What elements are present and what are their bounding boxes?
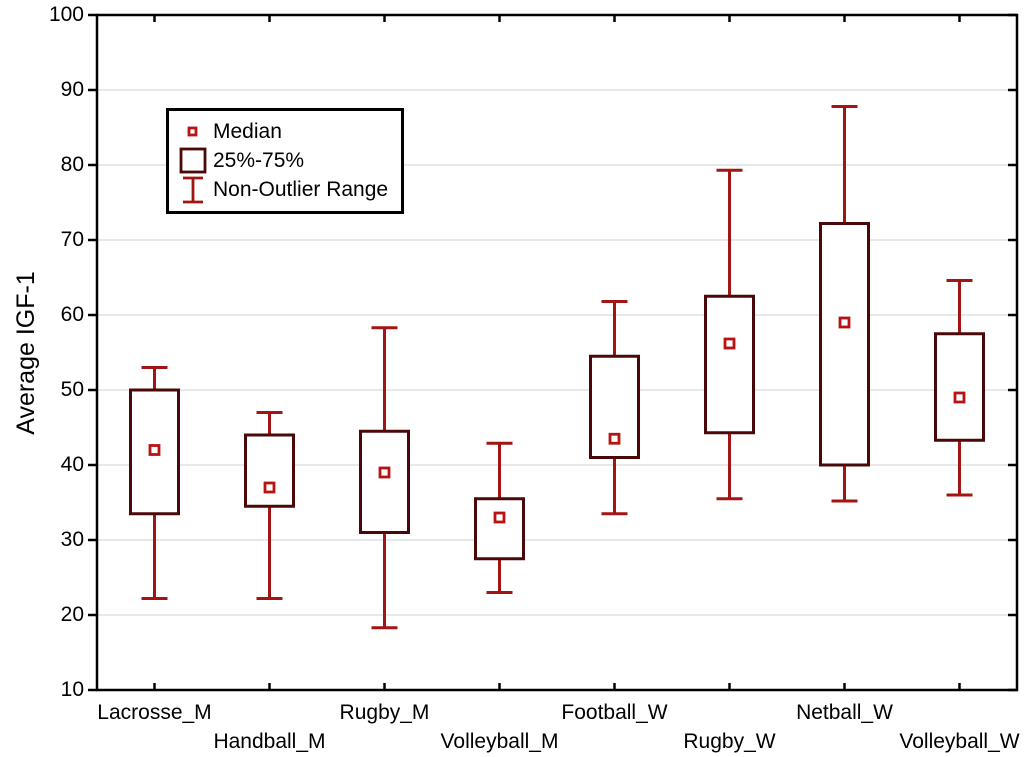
median-marker [263, 481, 276, 494]
y-tick-label: 50 [60, 378, 84, 401]
median-marker [493, 511, 506, 524]
legend-item-iqr: 25%-75% [177, 146, 393, 175]
median-marker [838, 316, 851, 329]
x-category-label: Rugby_M [339, 701, 430, 724]
x-category-label: Netball_W [796, 701, 893, 724]
y-tick-label: 80 [60, 153, 84, 176]
y-tick-label: 60 [60, 303, 84, 326]
legend-item-range: Non-Outlier Range [177, 175, 393, 204]
median-marker [953, 391, 966, 404]
y-tick-label: 10 [60, 678, 84, 701]
iqr-box-icon [179, 147, 207, 174]
whisker-range-icon-shape [183, 176, 203, 204]
y-tick-label: 90 [60, 78, 84, 101]
y-axis-title: Average IGF-1 [12, 271, 40, 435]
iqr-box [244, 433, 295, 508]
legend-label-median: Median [213, 119, 282, 143]
legend-item-median: Median [177, 117, 393, 146]
legend: Median 25%-75% Non-Outlier Range [166, 108, 404, 214]
y-tick-label: 40 [60, 453, 84, 476]
y-tick-label: 70 [60, 228, 84, 251]
median-marker [378, 466, 391, 479]
iqr-box [359, 429, 410, 534]
x-category-label: Volleyball_W [899, 730, 1020, 753]
median-marker-icon-shape [187, 126, 198, 137]
median-marker [148, 444, 161, 456]
iqr-box [934, 332, 985, 442]
x-category-label: Football_W [561, 701, 668, 724]
y-tick-label: 20 [60, 603, 84, 626]
legend-label-range: Non-Outlier Range [213, 177, 389, 201]
iqr-box [474, 497, 525, 561]
legend-label-iqr: 25%-75% [213, 148, 305, 172]
median-marker [723, 337, 736, 350]
median-marker [608, 432, 621, 445]
iqr-box [704, 294, 755, 435]
iqr-box-icon-shape [179, 147, 207, 174]
y-tick-label: 100 [48, 3, 84, 26]
iqr-box [819, 222, 870, 467]
x-category-label: Lacrosse_M [97, 701, 212, 724]
x-category-label: Rugby_W [683, 730, 776, 753]
whisker-range-icon [183, 176, 203, 204]
x-category-label: Handball_M [213, 730, 326, 753]
median-marker-icon [187, 126, 198, 137]
x-category-label: Volleyball_M [440, 730, 559, 753]
plot-frame [95, 13, 1019, 692]
y-tick-label: 30 [60, 528, 84, 551]
